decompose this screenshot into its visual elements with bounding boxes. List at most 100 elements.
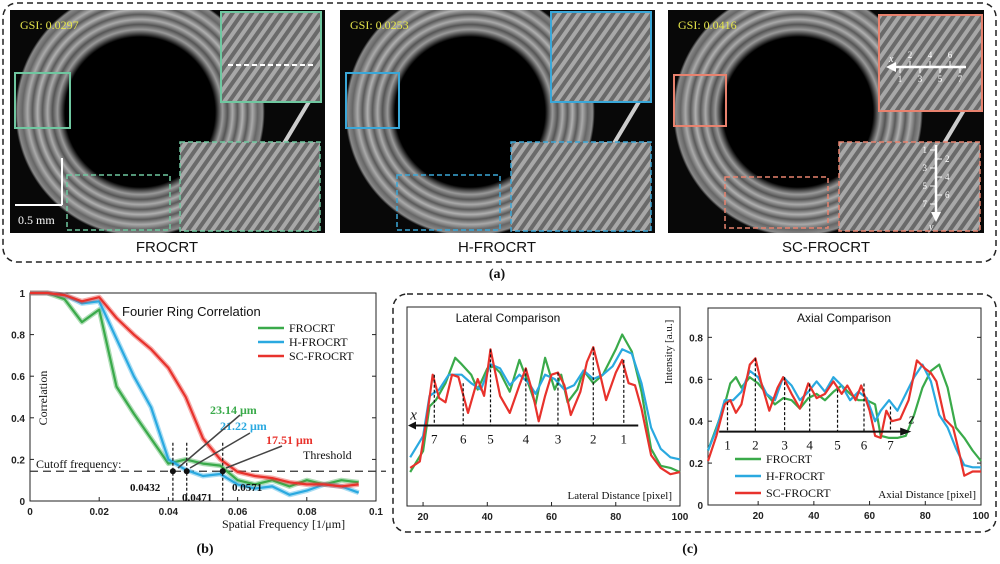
cutoff-point — [169, 468, 176, 475]
image-sc-frocrt — [668, 10, 984, 233]
x-tick-label: 100 — [973, 511, 990, 522]
y-tick-label: 0.8 — [689, 333, 703, 344]
panel-c-border — [392, 293, 997, 533]
lateral-title: Lateral Comparison — [456, 311, 561, 325]
direction-axis-label: x — [409, 408, 417, 424]
panel-b-label: (b) — [196, 542, 213, 557]
resolution-sc-frocrt: 17.51 μm — [266, 433, 313, 447]
inset-marker-label: 6 — [945, 190, 950, 200]
image-label-frocrt: FROCRT — [136, 239, 198, 256]
peak-marker-label: 6 — [460, 432, 467, 447]
legend-label-h-frocrt: H-FROCRT — [766, 469, 825, 483]
panel-c-label: (c) — [682, 542, 698, 557]
cutoff-point — [183, 468, 190, 475]
x-tick-label: 60 — [546, 512, 558, 523]
peak-marker-label: 5 — [834, 438, 841, 453]
arrowhead-icon — [886, 62, 896, 72]
y-tick-label: 0.2 — [11, 455, 25, 466]
series-line-sc-frocrt — [409, 346, 681, 476]
resolution-frocrt: 23.14 μm — [210, 403, 257, 417]
arrowhead-icon — [931, 212, 941, 222]
series-line-frocrt — [30, 291, 359, 488]
legend-label-sc-frocrt: SC-FROCRT — [289, 349, 354, 363]
legend-label-frocrt: FROCRT — [289, 321, 336, 335]
series-line-h-frocrt — [706, 363, 981, 469]
series-line-sc-frocrt — [30, 291, 359, 488]
inset-marker-label: 3 — [918, 74, 923, 84]
inset-axial — [510, 141, 652, 232]
inset-marker-label: 3 — [923, 163, 928, 173]
cutoff-frocrt: 0.0432 — [130, 482, 161, 494]
scale-bar-label: 0.5 mm — [18, 213, 55, 227]
roi-axial-box — [724, 176, 829, 229]
gsi-sc-frocrt: GSI: 0.0416 — [678, 18, 737, 32]
x-tick-label: 20 — [417, 512, 429, 523]
inset-marker-label: 2 — [945, 154, 950, 164]
series-line-h-frocrt — [409, 348, 681, 461]
peak-marker-label: 1 — [621, 432, 628, 447]
peak-marker-label: 1 — [724, 438, 731, 453]
image-label-h-frocrt: H-FROCRT — [458, 239, 536, 256]
x-tick-label: 0.02 — [89, 507, 109, 518]
annotation-arrow — [225, 445, 283, 469]
image-frocrt — [10, 10, 325, 233]
y-tick-label: 0.2 — [689, 459, 703, 470]
roi-lateral-box — [345, 72, 400, 129]
peak-marker-label: 3 — [555, 432, 562, 447]
gsi-h-frocrt: GSI: 0.0253 — [350, 18, 409, 32]
inset-marker-label: 1 — [898, 74, 903, 84]
frc-title: Fourier Ring Correlation — [122, 304, 261, 319]
inset-marker-label: 7 — [958, 74, 963, 84]
inset-marker-label: 7 — [923, 199, 928, 209]
x-tick-label: 60 — [864, 511, 876, 522]
inset-marker-label: 4 — [928, 50, 933, 60]
roi-lateral-box — [673, 74, 727, 127]
peak-marker-label: 5 — [487, 432, 494, 447]
y-tick-label: 1 — [19, 289, 25, 300]
roi-axial-box — [396, 174, 501, 231]
series-line-frocrt — [409, 333, 681, 474]
inset-axial — [838, 141, 981, 232]
plot-frame — [707, 307, 982, 506]
cutoff-label: Cutoff frequency: — [36, 457, 121, 471]
inset-marker-label: 2 — [908, 50, 913, 60]
axial-chart: 20 40 60 80 100 0 0.2 0.4 0.6 0.8 1 2 3 4 5 6 7z FROCRT H-… — [689, 307, 990, 522]
x-tick-label: 0 — [27, 507, 33, 518]
frc-chart: 0 0.02 0.04 0.06 0.08 0.1 0 0.2 0.4 0.6 0.8 1 FROCRT… — [11, 289, 386, 518]
y-tick-label: 0.6 — [11, 372, 25, 383]
annotation-arrow — [189, 432, 251, 469]
inset-marker-label: 4 — [945, 172, 950, 182]
legend-label-frocrt: FROCRT — [766, 452, 813, 466]
series-line-frocrt — [706, 363, 982, 462]
peak-marker-label: 6 — [861, 438, 868, 453]
lateral-chart: 20 40 60 80 100 7 6 5 4 3 2 1 x — [406, 306, 689, 523]
axial-xlabel: Axial Distance [pixel] — [878, 489, 976, 501]
panel-a-label: (a) — [489, 267, 506, 282]
threshold-label: Threshold — [303, 448, 352, 462]
y-tick-label: 0.8 — [11, 331, 25, 342]
series-line-h-frocrt — [30, 291, 360, 496]
arrowhead-icon — [900, 427, 912, 436]
gsi-frocrt: GSI: 0.0297 — [20, 18, 79, 32]
x-tick-label: 0.1 — [369, 507, 383, 518]
image-h-frocrt — [340, 10, 655, 233]
peak-marker-label: 2 — [752, 438, 759, 453]
arrowhead-icon — [407, 421, 416, 430]
plot-frame — [406, 306, 681, 507]
x-tick-label: 80 — [610, 512, 622, 523]
peak-marker-label: 7 — [431, 432, 438, 447]
inset-marker-label: 5 — [923, 181, 928, 191]
inset-marker-label: 6 — [948, 50, 953, 60]
cutoff-sc-frocrt: 0.0571 — [232, 482, 262, 494]
inset-marker-label: 1 — [923, 145, 928, 155]
roi-lateral-box — [14, 72, 71, 129]
peak-marker-label: 7 — [887, 438, 894, 453]
lateral-ylabel: Intensity [a.u.] — [663, 320, 675, 384]
cutoff-point — [219, 468, 226, 475]
inset-lateral — [550, 11, 652, 103]
inset-axis-x: x — [888, 54, 894, 65]
x-tick-label: 80 — [920, 511, 932, 522]
inset-axial — [179, 141, 321, 232]
